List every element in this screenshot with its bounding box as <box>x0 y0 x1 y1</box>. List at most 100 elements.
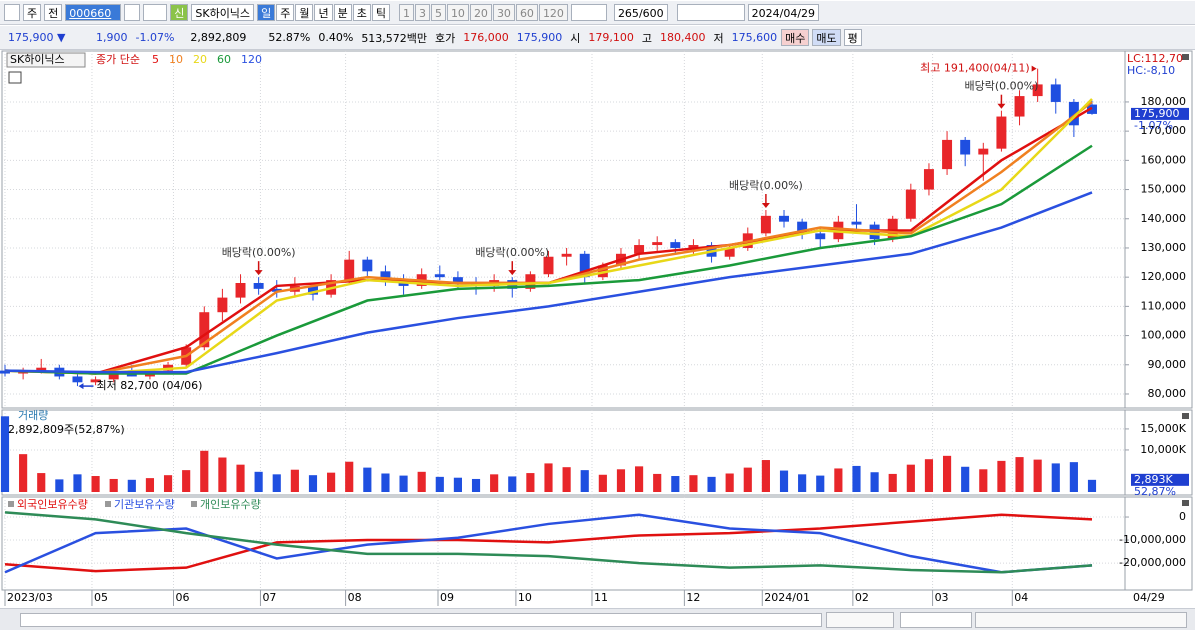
interval-button[interactable]: 일 <box>257 4 276 21</box>
buy-button[interactable]: 매수 <box>781 29 810 46</box>
step-select[interactable] <box>570 4 607 21</box>
interval-button[interactable]: 틱 <box>371 4 390 21</box>
scroll-buttons[interactable] <box>826 612 894 628</box>
annotation-label: 배당락(0.00%) <box>964 80 1038 93</box>
tool-buttons[interactable] <box>676 4 745 21</box>
candle-body <box>942 139 953 170</box>
y-tick-label: 130,000 <box>1141 241 1187 254</box>
low-arrowhead <box>78 383 84 390</box>
step-group: 1 3 5 10 20 30 60 120 <box>398 4 568 21</box>
interval-button[interactable]: 월 <box>295 4 314 21</box>
count-input[interactable]: 265/600 <box>613 4 668 21</box>
x-tick-label: 02 <box>855 591 869 604</box>
eval-button[interactable]: 평 <box>843 29 862 46</box>
x-tick-label: 11 <box>594 591 608 604</box>
high-label: 고 <box>641 31 653 45</box>
period-select[interactable]: 주 <box>23 4 42 21</box>
sell-button[interactable]: 매도 <box>812 29 841 46</box>
volume-bar <box>490 474 499 492</box>
volume-bar <box>526 473 535 492</box>
candle-body <box>1050 84 1061 102</box>
step-button[interactable]: 20 <box>469 4 492 21</box>
candle-body <box>1032 84 1043 97</box>
volume-bar <box>761 460 770 492</box>
volume-bar <box>743 467 752 492</box>
volume-bar <box>1069 462 1078 492</box>
annotation-arrowhead <box>997 103 1006 109</box>
holding-line <box>4 513 1093 573</box>
volume-bar <box>0 416 10 492</box>
high: 180,400 <box>660 31 706 44</box>
step-button[interactable]: 5 <box>430 4 446 21</box>
volume-bar <box>254 471 263 492</box>
volume-bar <box>218 457 227 492</box>
y-tick-label: 110,000 <box>1141 299 1187 312</box>
annotation-label: 배당락(0.00%) <box>222 246 296 259</box>
legend-entry: 120 <box>241 53 262 66</box>
y-tick-label: -10,000,000 <box>1119 533 1186 546</box>
volume-bar <box>345 461 354 492</box>
scrollbar[interactable] <box>0 608 1195 630</box>
volume-bar <box>109 478 118 492</box>
step-button[interactable]: 60 <box>515 4 538 21</box>
bid: 175,900 <box>516 31 563 44</box>
x-tick-label: 2024/01 <box>764 591 810 604</box>
step-button[interactable]: 120 <box>538 4 568 21</box>
change-pct: -1.07% <box>135 31 175 44</box>
view-buttons[interactable] <box>975 612 1187 628</box>
volume-bar <box>55 479 64 492</box>
volume-bar <box>327 472 336 492</box>
candle-body <box>108 373 119 380</box>
y-tick-label: 180,000 <box>1141 95 1187 108</box>
panel-button <box>1182 54 1189 60</box>
volume-bar <box>906 464 915 492</box>
volume-ratio: 52.87% <box>268 31 311 44</box>
legend-entry: 60 <box>217 53 231 66</box>
volume-bar <box>182 470 191 492</box>
legend-swatch <box>105 501 111 507</box>
annotation-arrowhead <box>254 270 263 276</box>
panel-button <box>1182 413 1189 419</box>
holding-line <box>4 511 1093 574</box>
zoom-slider[interactable] <box>900 612 972 628</box>
ask: 176,000 <box>463 31 509 44</box>
candle-body <box>779 215 789 222</box>
code-input[interactable]: 000660 <box>65 4 122 21</box>
legend-entry: 외국인보유수량 <box>17 498 88 511</box>
layout-button[interactable] <box>4 4 20 21</box>
volume-bar <box>308 475 318 492</box>
last-volume-ratio: 52,87% <box>1134 485 1176 498</box>
candle-body <box>525 274 536 289</box>
step-button[interactable]: 3 <box>414 4 430 21</box>
x-tick-label: 05 <box>94 591 108 604</box>
new-badge[interactable]: 신 <box>170 4 189 21</box>
sound-button[interactable] <box>143 4 168 21</box>
volume-bar <box>544 463 553 492</box>
scroll-track[interactable] <box>20 613 822 627</box>
volume-bar <box>200 450 209 492</box>
volume-bar <box>508 476 517 492</box>
search-button[interactable] <box>124 4 141 21</box>
prev-button[interactable]: 전 <box>44 4 63 21</box>
volume-bar <box>399 475 408 492</box>
annotation-label: 배당락(0.00%) <box>475 246 549 259</box>
step-button[interactable]: 10 <box>446 4 469 21</box>
interval-button[interactable]: 주 <box>276 4 295 21</box>
volume-bar <box>1033 459 1042 492</box>
candle-body <box>815 233 826 240</box>
step-button[interactable]: 1 <box>398 4 414 21</box>
interval-button[interactable]: 분 <box>333 4 352 21</box>
volume-bar <box>924 459 934 492</box>
y-tick-label: 90,000 <box>1148 358 1187 371</box>
candle-body <box>380 271 391 281</box>
panel-subtitle: 2,892,809주(52,87%) <box>8 423 125 436</box>
low: 175,600 <box>731 31 778 44</box>
volume-bar <box>562 467 571 492</box>
volume-bar <box>707 476 716 492</box>
moving-average-line <box>4 191 1093 374</box>
date-input[interactable]: 2024/04/29 <box>747 4 820 21</box>
interval-button[interactable]: 년 <box>314 4 333 21</box>
step-button[interactable]: 30 <box>492 4 515 21</box>
interval-button[interactable]: 초 <box>352 4 371 21</box>
